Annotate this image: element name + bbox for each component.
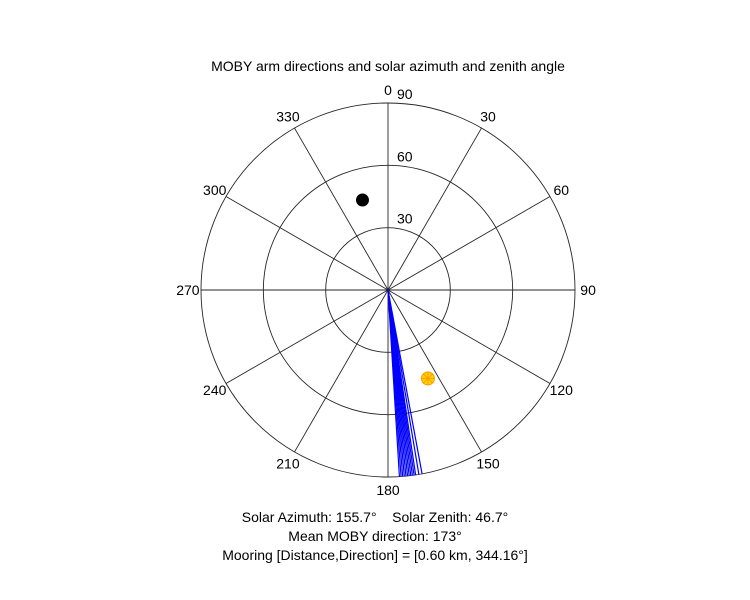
range-ring — [325, 227, 451, 353]
mooring-marker — [355, 193, 369, 207]
polar-grid — [200, 102, 576, 478]
theta-tick-label: 270 — [176, 282, 200, 298]
r-tick-label: 90 — [397, 86, 413, 102]
solar-angles-caption: Solar Azimuth: 155.7° Solar Zenith: 46.7… — [241, 509, 509, 525]
sun-ray — [422, 373, 433, 384]
spoke-line — [387, 127, 482, 291]
theta-tick-label: 90 — [580, 282, 596, 298]
theta-tick-label: 300 — [203, 182, 227, 198]
theta-tick-label: 240 — [203, 382, 227, 398]
theta-tick-label: 180 — [376, 482, 400, 498]
spoke-line — [225, 289, 389, 384]
spoke-line — [294, 127, 389, 291]
sun-marker — [420, 371, 435, 386]
theta-tick-label: 30 — [480, 109, 496, 125]
theta-tick-label: 210 — [276, 455, 300, 471]
range-ring — [200, 102, 576, 478]
theta-tick-label: 0 — [384, 82, 392, 98]
mean-moby-direction-caption: Mean MOBY direction: 173° — [288, 528, 462, 544]
r-tick-label: 60 — [397, 148, 413, 164]
spoke-line — [294, 289, 389, 453]
chart-title: MOBY arm directions and solar azimuth an… — [211, 58, 565, 74]
theta-tick-label: 150 — [476, 455, 500, 471]
mooring-caption: Mooring [Distance,Direction] = [0.60 km,… — [222, 547, 528, 563]
spoke-line — [225, 196, 389, 291]
moby-arm-direction-line — [387, 289, 401, 477]
theta-tick-label: 330 — [276, 109, 300, 125]
data-marks — [355, 193, 435, 477]
theta-tick-label: 120 — [550, 382, 574, 398]
r-tick-label: 30 — [397, 211, 413, 227]
range-ring — [262, 164, 514, 416]
theta-tick-label: 60 — [553, 182, 569, 198]
spoke-line — [387, 196, 551, 291]
tick-labels: 0 30 60 90 120 150 180 210 240 270 300 330 30 60 90 — [176, 82, 596, 498]
spoke-line — [387, 289, 551, 384]
spoke-line — [387, 289, 482, 453]
